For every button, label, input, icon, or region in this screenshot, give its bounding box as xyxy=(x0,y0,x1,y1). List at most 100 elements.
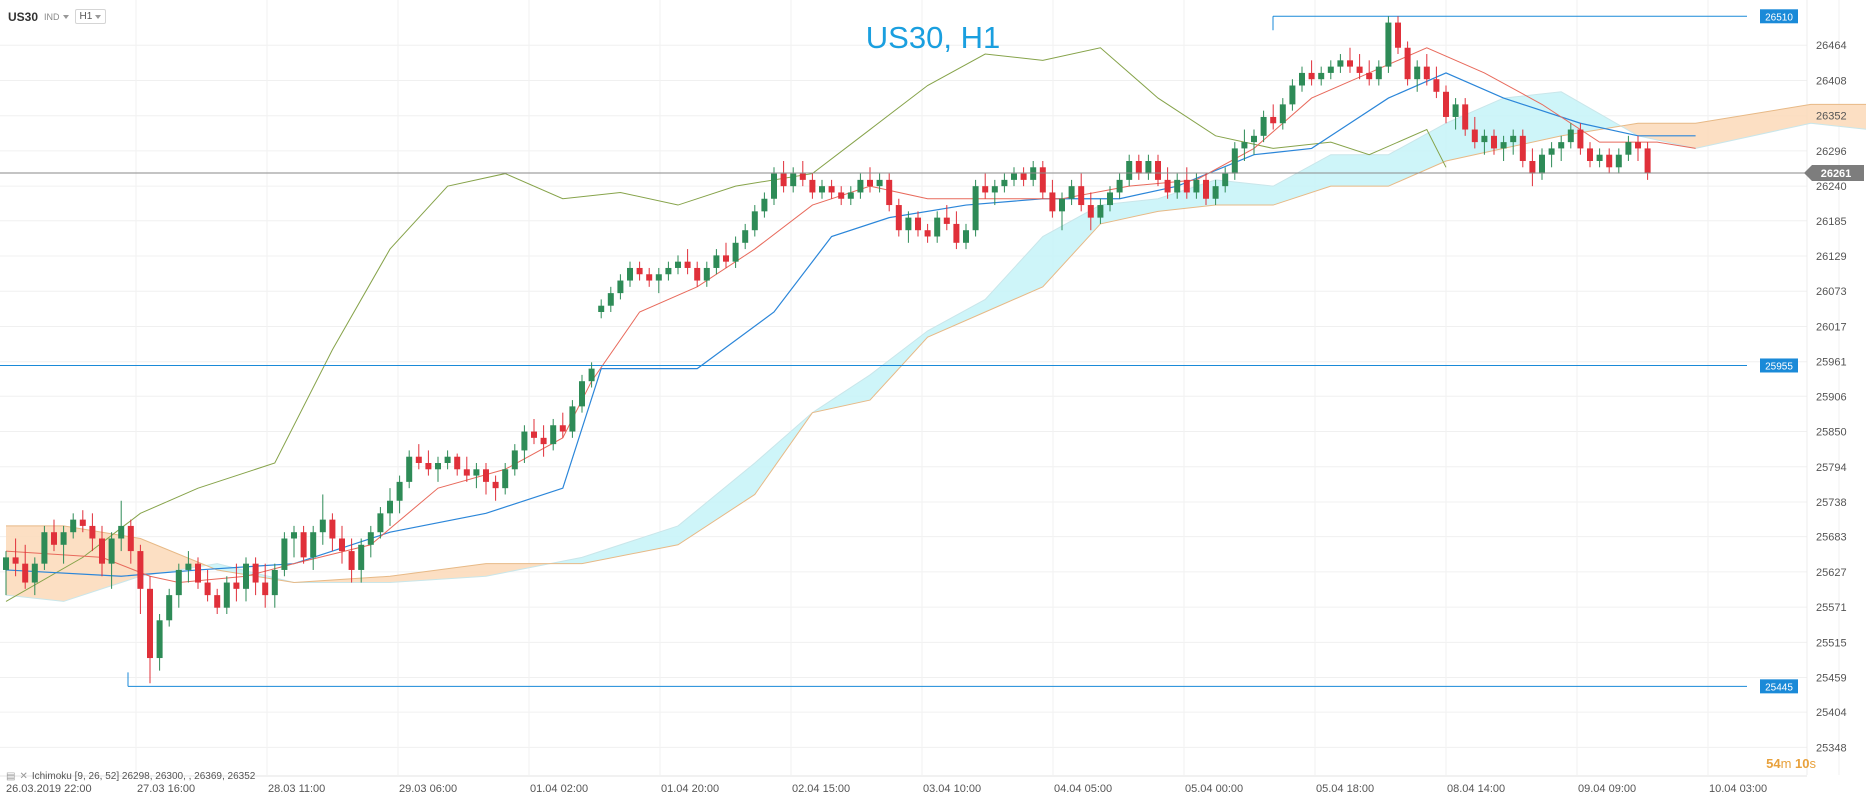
candle-body xyxy=(300,532,307,558)
candle-body xyxy=(454,456,461,470)
symbol-label[interactable]: US30 xyxy=(8,9,39,24)
candle-body xyxy=(943,217,950,224)
candle-body xyxy=(1049,192,1056,212)
candle-body xyxy=(1375,66,1382,80)
candle-body xyxy=(271,569,278,596)
senkou-span-a xyxy=(5,91,1866,602)
current-price-label: 26261 xyxy=(1821,168,1852,180)
candle-body xyxy=(857,179,864,193)
candle-body xyxy=(1193,179,1200,193)
candle-body xyxy=(751,211,758,231)
candle-body xyxy=(415,456,422,463)
y-tick-label: 25348 xyxy=(1816,742,1847,754)
candle-body xyxy=(1251,135,1257,143)
candle-body xyxy=(1423,66,1430,80)
candle-body xyxy=(617,280,624,294)
candle-body xyxy=(531,431,537,438)
candle-body xyxy=(1155,161,1161,180)
y-tick-label: 26017 xyxy=(1816,321,1847,333)
chart-toolbar: US30 IND H1 xyxy=(8,9,107,24)
candle-body xyxy=(972,186,979,231)
y-tick-label: 26296 xyxy=(1816,146,1847,158)
candle-body xyxy=(1337,60,1344,67)
candle-body xyxy=(463,469,470,476)
x-tick-label: 05.04 18:00 xyxy=(1316,783,1374,795)
instrument-type-select[interactable]: IND xyxy=(44,12,69,22)
candle-body xyxy=(511,450,518,470)
y-tick-label: 25404 xyxy=(1816,707,1847,719)
candle-body xyxy=(876,179,883,187)
candle-body xyxy=(1145,161,1152,174)
candle-body xyxy=(358,544,365,570)
candle-body xyxy=(799,173,806,180)
candle-body xyxy=(1279,104,1286,124)
x-tick-label: 27.03 16:00 xyxy=(137,783,195,795)
candle-body xyxy=(70,519,77,533)
candle-body xyxy=(118,525,125,539)
candle-body xyxy=(1135,161,1142,174)
candle-body xyxy=(1443,91,1449,117)
candle-body xyxy=(339,538,345,552)
candle-body xyxy=(195,563,201,583)
timer-seconds-unit: s xyxy=(1809,756,1817,771)
level-label: 26510 xyxy=(1765,12,1793,23)
candle-body xyxy=(185,563,192,570)
x-tick-label: 26.03.2019 22:00 xyxy=(6,783,92,795)
candle-body xyxy=(108,538,115,564)
candle-body xyxy=(1174,179,1181,193)
candle-body xyxy=(886,179,893,206)
y-tick-label: 26185 xyxy=(1816,216,1847,228)
x-tick-label: 09.04 09:00 xyxy=(1578,783,1636,795)
level-label-box xyxy=(1760,9,1798,24)
candle-body xyxy=(156,620,163,659)
timeframe-select[interactable]: H1 xyxy=(74,9,107,24)
candle-body xyxy=(636,267,643,275)
level-label: 25955 xyxy=(1765,361,1793,372)
candle-body xyxy=(1260,116,1267,136)
y-tick-label: 26352 xyxy=(1816,111,1847,123)
y-tick-label: 25683 xyxy=(1816,532,1847,544)
candle-body xyxy=(12,557,19,564)
candle-body xyxy=(598,305,605,312)
indicator-label: Ichimoku [9, 26, 52] 26298, 26300, , 263… xyxy=(31,771,256,782)
candle-body xyxy=(1183,179,1190,193)
close-icon[interactable]: ✕ xyxy=(19,771,28,782)
candle-body xyxy=(243,563,249,589)
candle-body xyxy=(1116,179,1123,193)
candle-body xyxy=(1126,161,1133,180)
timer-minutes: 54 xyxy=(1766,756,1781,771)
candle-body xyxy=(367,532,374,545)
candle-body xyxy=(406,456,413,482)
candle-body xyxy=(262,582,269,596)
candle-body xyxy=(761,198,768,212)
x-tick-label: 10.04 03:00 xyxy=(1709,783,1767,795)
candle-body xyxy=(809,179,816,193)
candle-body xyxy=(1414,66,1421,80)
candle-body xyxy=(1347,60,1353,67)
candle-body xyxy=(828,186,835,193)
x-tick-label: 04.04 05:00 xyxy=(1054,783,1112,795)
cloud-bearish xyxy=(298,563,554,583)
candle-body xyxy=(732,242,739,262)
candle-body xyxy=(291,532,297,539)
y-tick-label: 26240 xyxy=(1816,181,1847,193)
indicator-settings-icon[interactable]: ▤ xyxy=(6,771,16,782)
candle-body xyxy=(492,481,499,489)
senkou-span-b xyxy=(6,103,1866,584)
candle-body xyxy=(1567,129,1574,143)
candle-body xyxy=(1539,154,1545,174)
candle-body xyxy=(742,230,749,243)
candle-body xyxy=(1558,142,1565,149)
candle-body xyxy=(1231,148,1238,174)
candle-body xyxy=(1020,173,1027,180)
x-tick-label: 02.04 15:00 xyxy=(792,783,850,795)
candle-body xyxy=(713,255,720,268)
candle-body xyxy=(348,551,355,570)
y-tick-label: 25906 xyxy=(1816,391,1847,403)
candle-body xyxy=(1241,142,1248,149)
candle-body xyxy=(99,538,105,564)
candle-body xyxy=(1529,161,1536,174)
candle-body xyxy=(1587,148,1593,161)
candle-body xyxy=(1385,22,1392,67)
